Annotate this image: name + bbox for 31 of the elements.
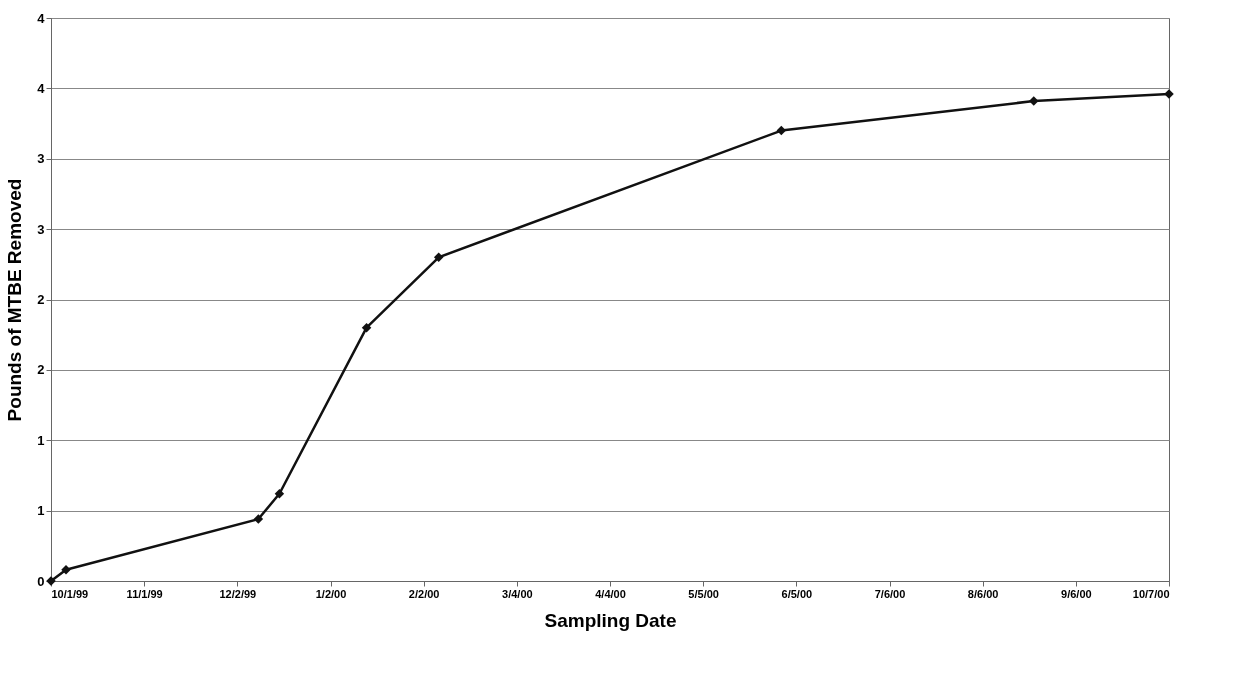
x-tick-label: 5/5/00 (688, 587, 719, 600)
y-tick-label: 2 (37, 362, 45, 378)
y-tick-label: 1 (37, 503, 45, 519)
y-tick-label: 4 (37, 80, 46, 96)
x-tick-label: 2/2/00 (408, 587, 440, 600)
x-tick-label: 11/1/99 (126, 587, 163, 600)
x-axis-title: Sampling Date (544, 609, 677, 631)
point (61, 565, 71, 575)
point (361, 322, 372, 333)
x-tick-label: 10/7/00 (1132, 587, 1170, 600)
y-axis-title: Pounds of MTBE Removed (4, 178, 26, 422)
y-tick-label: 3 (37, 221, 45, 237)
y-tick-label: 3 (37, 151, 45, 167)
x-tick-label: 10/1/99 (51, 587, 89, 600)
x-tick-label: 1/2/00 (315, 587, 347, 600)
x-tick-label: 9/6/00 (1061, 587, 1092, 600)
x-tick-label: 7/6/00 (874, 587, 906, 600)
point (433, 252, 444, 263)
y-tick-label: 1 (37, 432, 45, 448)
point (274, 488, 285, 499)
x-tick-label: 12/2/99 (219, 587, 257, 600)
y-tick-label: 2 (37, 292, 45, 307)
point (253, 514, 264, 524)
x-tick-label: 3/4/00 (502, 587, 533, 600)
x-tick-label: 8/6/00 (967, 587, 999, 600)
point (776, 125, 787, 136)
y-tick-label: 0 (37, 573, 45, 589)
x-tick-label: 6/5/00 (781, 587, 813, 600)
x-tick-label: 4/4/00 (595, 587, 626, 600)
y-tick-label: 4 (37, 10, 46, 26)
point (1029, 96, 1039, 106)
